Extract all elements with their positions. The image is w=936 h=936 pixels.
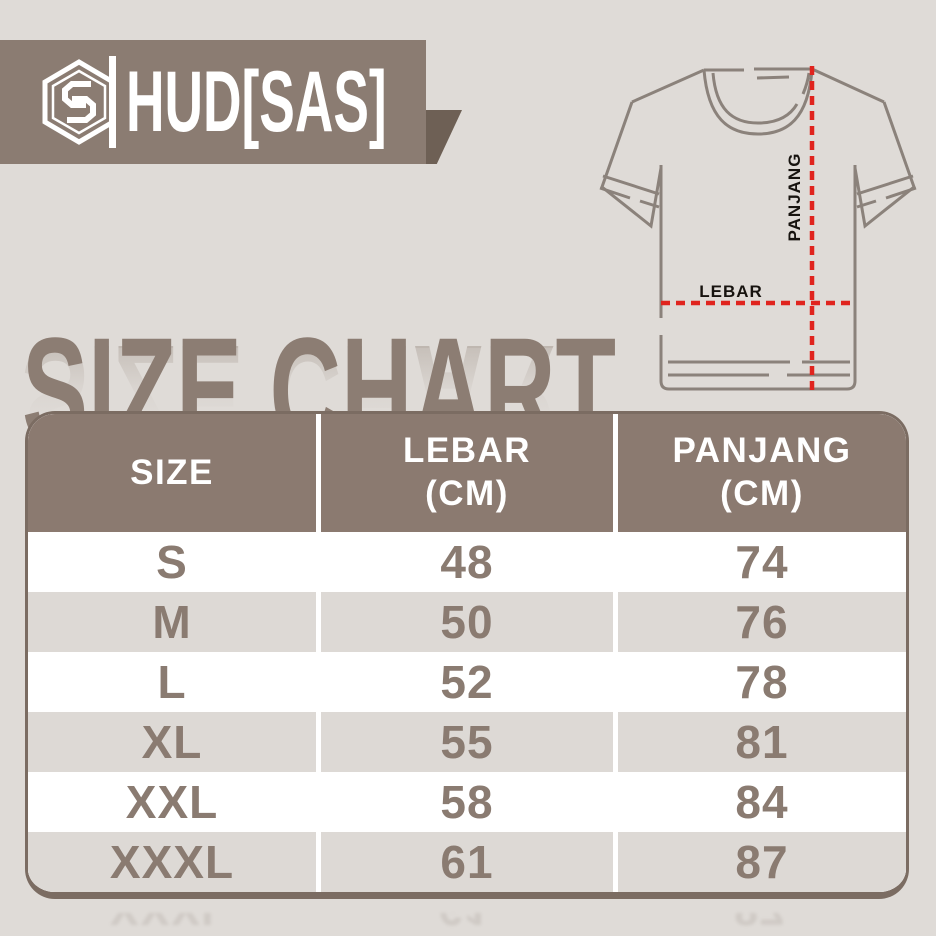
table-reflection: XXXL 61 87 bbox=[25, 913, 909, 936]
reflection-size: XXXL bbox=[25, 913, 313, 936]
panjang-value: 76 bbox=[618, 592, 906, 652]
header-lebar-unit: (CM) bbox=[425, 474, 509, 513]
lebar-value: 52 bbox=[321, 652, 613, 712]
brand-banner: HUD[SAS] bbox=[0, 40, 426, 164]
brand-hexagon-logo-icon bbox=[42, 59, 116, 145]
tshirt-diagram: LEBAR PANJANG bbox=[599, 66, 917, 392]
size-value: L bbox=[28, 652, 316, 712]
panjang-value: 78 bbox=[618, 652, 906, 712]
reflection-lebar: 61 bbox=[318, 913, 610, 936]
table-row: S 48 74 bbox=[28, 532, 906, 592]
panjang-value: 87 bbox=[618, 832, 906, 892]
size-value: XXXL bbox=[28, 832, 316, 892]
header-size-label: SIZE bbox=[130, 452, 214, 492]
size-value: XL bbox=[28, 712, 316, 772]
tshirt-outline bbox=[599, 67, 917, 391]
lebar-value: 58 bbox=[321, 772, 613, 832]
header-panjang: PANJANG (CM) bbox=[618, 414, 906, 532]
lebar-value: 50 bbox=[321, 592, 613, 652]
table-header-row: SIZE LEBAR (CM) PANJANG (CM) bbox=[28, 414, 906, 532]
banner-fold bbox=[426, 110, 462, 164]
panjang-value: 81 bbox=[618, 712, 906, 772]
header-size: SIZE bbox=[28, 414, 316, 532]
lebar-value: 55 bbox=[321, 712, 613, 772]
table-row: XL 55 81 bbox=[28, 712, 906, 772]
size-chart-table: SIZE LEBAR (CM) PANJANG (CM) S 48 74 M 5… bbox=[25, 411, 909, 899]
header-lebar: LEBAR (CM) bbox=[321, 414, 613, 532]
size-value: M bbox=[28, 592, 316, 652]
table-row: XXXL 61 87 bbox=[28, 832, 906, 892]
lebar-value: 61 bbox=[321, 832, 613, 892]
table-row: XXL 58 84 bbox=[28, 772, 906, 832]
brand-name: HUD[SAS] bbox=[126, 54, 387, 150]
panjang-value: 84 bbox=[618, 772, 906, 832]
length-label: PANJANG bbox=[785, 153, 804, 242]
table-row: L 52 78 bbox=[28, 652, 906, 712]
reflection-panjang: 87 bbox=[615, 913, 903, 936]
header-lebar-label: LEBAR bbox=[402, 431, 532, 471]
panjang-value: 74 bbox=[618, 532, 906, 592]
size-value: S bbox=[28, 532, 316, 592]
size-value: XXL bbox=[28, 772, 316, 832]
logo-divider bbox=[109, 56, 116, 148]
lebar-value: 48 bbox=[321, 532, 613, 592]
table-row: M 50 76 bbox=[28, 592, 906, 652]
header-panjang-unit: (CM) bbox=[720, 474, 804, 513]
header-panjang-label: PANJANG bbox=[672, 431, 852, 471]
width-label: LEBAR bbox=[699, 282, 763, 301]
